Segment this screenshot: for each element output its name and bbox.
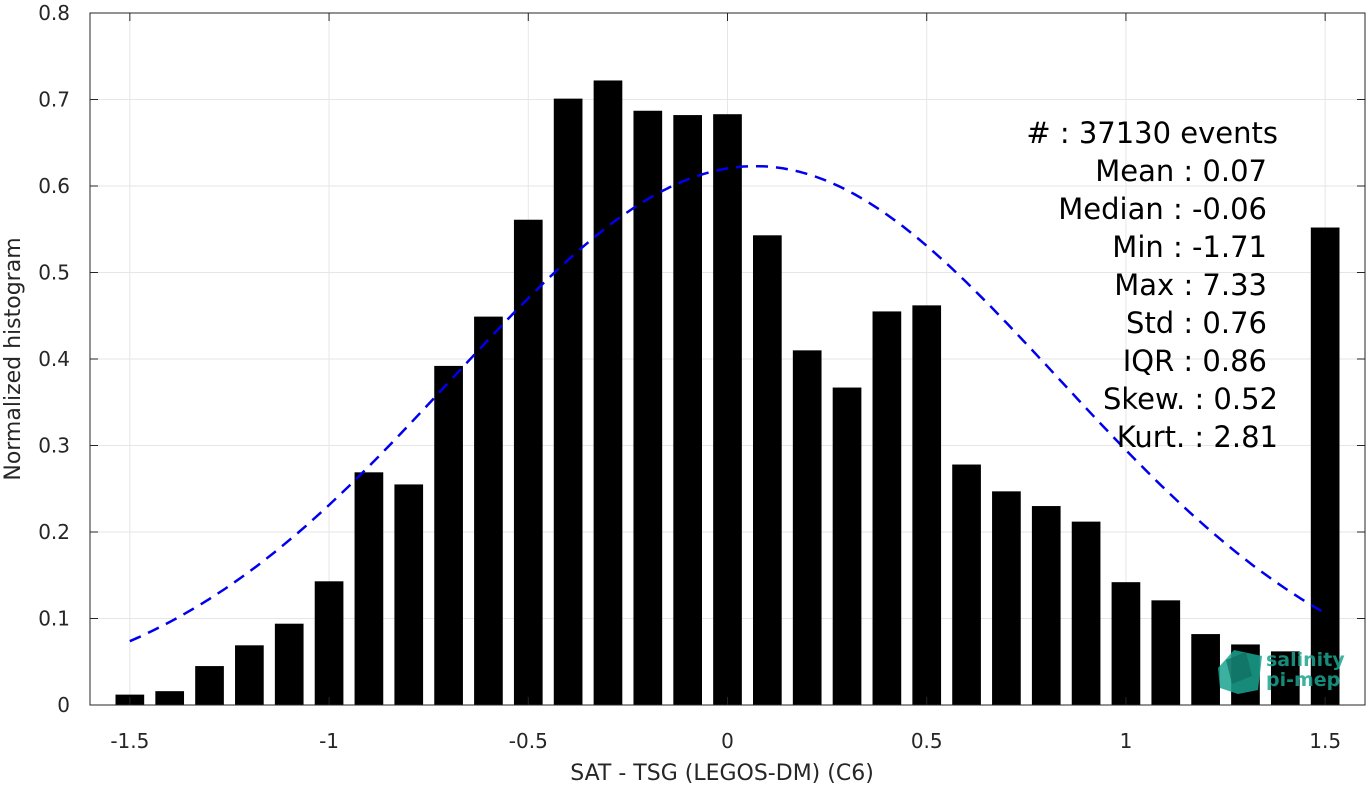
histogram-bar <box>673 115 702 705</box>
histogram-bar <box>354 472 384 705</box>
histogram-bar <box>553 98 583 705</box>
stats-line: Std : 0.76 <box>1126 306 1267 340</box>
y-tick-label: 0 <box>57 693 70 717</box>
y-axis-ticks: 0 0.1 0.2 0.3 0.4 0.5 0.6 0.7 0.8 <box>38 1 1365 717</box>
histogram-bar <box>1310 227 1340 705</box>
stats-line: Kurt. : 2.81 <box>1117 420 1278 454</box>
y-tick-label: 0.1 <box>38 607 70 631</box>
y-tick-label: 0.4 <box>38 347 70 371</box>
stats-line: Skew. : 0.52 <box>1103 382 1278 416</box>
stats-line: IQR : 0.86 <box>1123 344 1267 378</box>
histogram-bar <box>513 219 543 706</box>
histogram-bar <box>1270 651 1300 705</box>
logo-text-line2: pi-mep <box>1266 669 1340 691</box>
histogram-bar <box>713 114 742 705</box>
histogram-bar <box>593 80 623 706</box>
histogram-bar <box>434 365 463 705</box>
stats-line: Mean : 0.07 <box>1095 154 1267 188</box>
histogram-bar <box>155 691 185 705</box>
histogram-bar <box>792 350 822 705</box>
histogram-bar <box>912 305 942 705</box>
histogram-bar <box>753 235 782 705</box>
y-tick-label: 0.7 <box>38 88 70 112</box>
stats-line: Max : 7.33 <box>1114 268 1267 302</box>
histogram-bar <box>872 311 902 705</box>
x-tick-label: 0.5 <box>911 729 943 753</box>
histogram-bars <box>115 80 1340 706</box>
histogram-bar <box>1151 600 1181 705</box>
x-tick-label: -1.5 <box>110 729 149 753</box>
histogram-bar <box>1111 582 1141 705</box>
histogram-bar <box>1071 521 1101 705</box>
histogram-bar <box>633 110 663 706</box>
salinity-pimep-logo: salinity pi-mep <box>1218 649 1345 694</box>
histogram-bar <box>1031 506 1061 705</box>
histogram-bar <box>992 491 1021 705</box>
stats-line: Min : -1.71 <box>1112 230 1267 264</box>
histogram-bar <box>195 666 224 705</box>
x-tick-label: 0 <box>721 729 734 753</box>
stats-line: # : 37130 events <box>1026 116 1278 150</box>
y-tick-label: 0.8 <box>38 1 70 25</box>
histogram-bar <box>314 581 344 705</box>
histogram-bar <box>832 387 862 705</box>
x-axis-ticks: -1.5 -1 -0.5 0 0.5 1 1.5 <box>110 13 1341 753</box>
x-tick-label: 1.5 <box>1309 729 1341 753</box>
y-tick-label: 0.6 <box>38 174 70 198</box>
y-tick-label: 0.3 <box>38 434 70 458</box>
histogram-bar <box>952 464 981 705</box>
x-axis-label: SAT - TSG (LEGOS-DM) (C6) <box>570 761 874 785</box>
histogram-bar <box>235 645 264 705</box>
histogram-bar <box>394 484 424 705</box>
gaussian-fit-curve <box>129 164 1326 643</box>
logo-text-line1: salinity <box>1266 649 1345 671</box>
statistics-box: # : 37130 events Mean : 0.07 Median : -0.0… <box>1026 116 1278 454</box>
x-tick-label: -0.5 <box>509 729 548 753</box>
y-tick-label: 0.2 <box>38 520 70 544</box>
x-tick-label: -1 <box>319 729 339 753</box>
stats-line: Median : -0.06 <box>1058 192 1267 226</box>
y-tick-label: 0.5 <box>38 261 70 285</box>
histogram-bar <box>274 623 304 705</box>
x-tick-label: 1 <box>1120 729 1133 753</box>
histogram-bar <box>474 316 503 705</box>
histogram-bar <box>1191 634 1220 705</box>
y-axis-label: Normalized histogram <box>1 237 26 480</box>
